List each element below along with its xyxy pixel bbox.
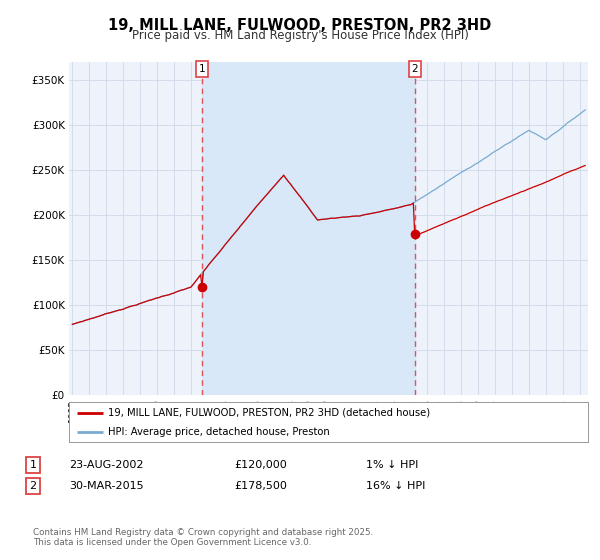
Text: 19, MILL LANE, FULWOOD, PRESTON, PR2 3HD: 19, MILL LANE, FULWOOD, PRESTON, PR2 3HD: [109, 18, 491, 33]
Bar: [202, 62, 415, 395]
Text: Price paid vs. HM Land Registry's House Price Index (HPI): Price paid vs. HM Land Registry's House …: [131, 29, 469, 42]
Text: 30-MAR-2015: 30-MAR-2015: [69, 481, 143, 491]
Text: 1: 1: [29, 460, 37, 470]
Text: HPI: Average price, detached house, Preston: HPI: Average price, detached house, Pres…: [108, 427, 329, 437]
Text: 2: 2: [412, 64, 418, 74]
Text: Contains HM Land Registry data © Crown copyright and database right 2025.
This d: Contains HM Land Registry data © Crown c…: [33, 528, 373, 547]
Text: £120,000: £120,000: [234, 460, 287, 470]
Text: 23-AUG-2002: 23-AUG-2002: [69, 460, 143, 470]
Text: 1% ↓ HPI: 1% ↓ HPI: [366, 460, 418, 470]
Text: 19, MILL LANE, FULWOOD, PRESTON, PR2 3HD (detached house): 19, MILL LANE, FULWOOD, PRESTON, PR2 3HD…: [108, 408, 430, 418]
Text: 2: 2: [29, 481, 37, 491]
Text: 1: 1: [199, 64, 205, 74]
Text: £178,500: £178,500: [234, 481, 287, 491]
Text: 16% ↓ HPI: 16% ↓ HPI: [366, 481, 425, 491]
